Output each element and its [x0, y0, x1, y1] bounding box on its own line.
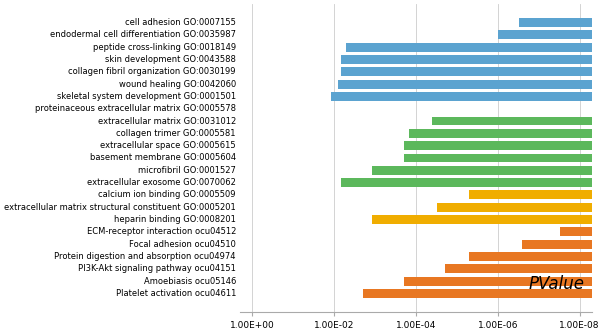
Bar: [341, 55, 600, 64]
Bar: [409, 129, 600, 138]
Bar: [469, 190, 600, 199]
Bar: [432, 117, 600, 126]
Bar: [498, 30, 600, 39]
Bar: [363, 289, 600, 298]
Bar: [560, 227, 600, 236]
Bar: [338, 80, 600, 89]
Bar: [437, 203, 600, 212]
Bar: [372, 166, 600, 175]
Bar: [469, 252, 600, 261]
Bar: [346, 43, 600, 52]
Bar: [341, 67, 600, 76]
Bar: [341, 178, 600, 187]
Text: PValue: PValue: [529, 275, 585, 293]
Bar: [445, 264, 600, 273]
Bar: [372, 215, 600, 224]
Bar: [404, 277, 600, 286]
Bar: [523, 240, 600, 248]
Bar: [404, 141, 600, 150]
Bar: [331, 92, 600, 101]
Bar: [404, 154, 600, 162]
Bar: [519, 18, 600, 27]
